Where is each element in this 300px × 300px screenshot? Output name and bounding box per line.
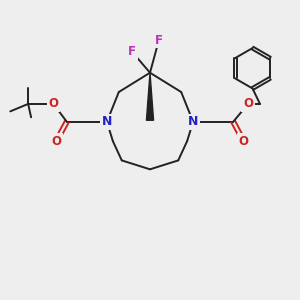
Text: F: F <box>128 45 136 58</box>
Text: N: N <box>102 115 112 128</box>
Text: O: O <box>51 135 62 148</box>
Text: N: N <box>188 115 198 128</box>
Text: F: F <box>155 34 163 46</box>
Text: O: O <box>243 98 253 110</box>
Polygon shape <box>146 73 154 120</box>
Text: O: O <box>48 98 59 110</box>
Text: O: O <box>238 135 249 148</box>
